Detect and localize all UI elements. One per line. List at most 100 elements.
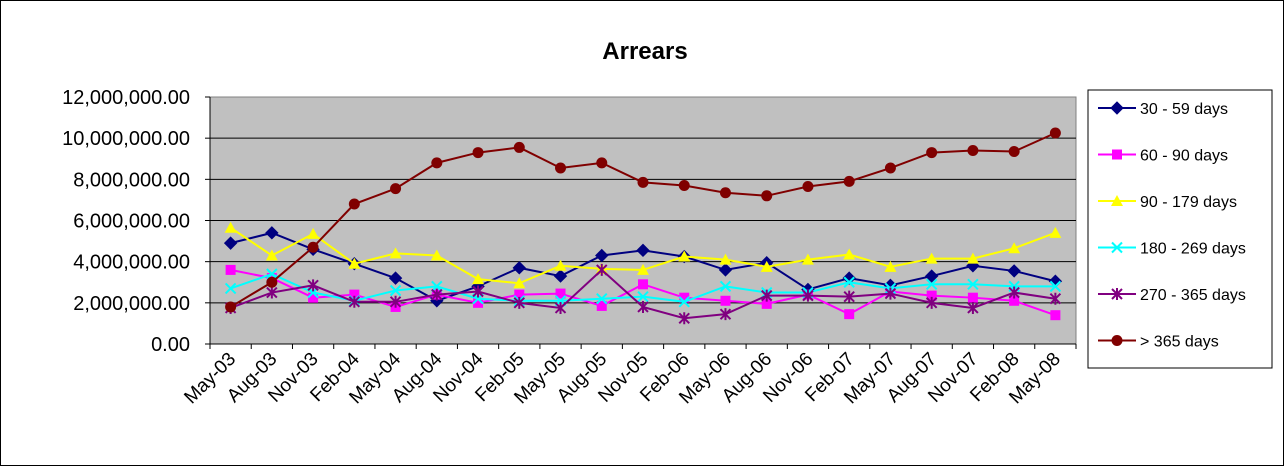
data-point <box>1112 149 1122 160</box>
data-point <box>720 295 731 306</box>
data-point <box>596 300 607 311</box>
data-point <box>802 181 814 193</box>
data-point <box>1009 295 1020 306</box>
legend-item: 60 - 90 days <box>1098 148 1228 165</box>
data-point <box>554 301 567 314</box>
data-point <box>843 276 855 288</box>
data-point <box>596 157 608 169</box>
data-point <box>760 260 773 272</box>
data-point <box>637 263 649 275</box>
legend-item: > 365 days <box>1098 334 1219 351</box>
data-point <box>637 290 649 303</box>
data-point <box>554 259 567 271</box>
data-point <box>719 253 732 265</box>
data-point <box>1111 288 1123 300</box>
legend-item: 30 - 59 days <box>1098 101 1228 118</box>
data-point <box>224 221 237 233</box>
data-point <box>555 162 567 174</box>
data-point <box>1008 146 1020 158</box>
data-point <box>431 280 443 293</box>
x-axis-ticks: May-03Aug-03Nov-03Feb-04May-04Aug-04Nov-… <box>181 344 1077 408</box>
data-point <box>761 289 773 302</box>
data-point <box>349 289 360 300</box>
data-point <box>513 141 525 153</box>
data-point <box>472 147 484 159</box>
data-point <box>637 176 649 188</box>
data-point <box>926 147 938 159</box>
data-point <box>1007 264 1021 278</box>
data-point <box>473 297 484 308</box>
data-point <box>472 285 484 298</box>
y-axis-ticks: 0.00 2,000,000.00 4,000,000.00 6,000,000.00… <box>62 87 1076 356</box>
data-point <box>719 280 732 293</box>
data-point <box>678 312 690 325</box>
legend-item: 180 - 269 days <box>1098 241 1246 258</box>
data-point <box>966 252 979 264</box>
data-point <box>718 263 733 277</box>
data-point <box>884 260 897 272</box>
legend-label: 180 - 269 days <box>1140 241 1246 258</box>
data-point <box>265 249 278 261</box>
data-point <box>308 292 319 303</box>
y-tick-label: 10,000,000.00 <box>62 128 190 150</box>
data-point <box>472 273 485 285</box>
data-point <box>596 263 608 276</box>
data-point <box>430 249 443 261</box>
data-point <box>926 290 937 301</box>
data-point <box>1008 286 1020 299</box>
data-point <box>1111 195 1123 206</box>
data-point <box>225 264 236 275</box>
data-point <box>678 250 691 262</box>
data-point <box>431 157 443 169</box>
data-point <box>802 289 814 302</box>
data-point <box>636 243 650 258</box>
data-point <box>307 227 320 239</box>
data-point <box>390 183 402 195</box>
data-point <box>761 298 772 309</box>
data-point <box>266 286 278 299</box>
data-point <box>225 301 237 313</box>
data-point <box>678 296 690 308</box>
legend-label: 270 - 365 days <box>1140 287 1246 304</box>
data-point <box>679 292 690 303</box>
data-point <box>1049 292 1062 305</box>
data-point <box>967 278 979 291</box>
series-3 <box>224 221 1062 289</box>
data-point <box>924 269 939 283</box>
data-point <box>389 284 402 297</box>
data-point <box>223 236 238 250</box>
data-point <box>884 287 897 300</box>
data-point <box>388 271 403 285</box>
data-point <box>553 269 568 283</box>
data-point <box>844 309 855 320</box>
data-point <box>967 301 979 314</box>
data-point <box>1111 335 1123 346</box>
data-point <box>512 261 526 275</box>
data-point <box>967 292 978 303</box>
legend-label: 30 - 59 days <box>1140 101 1228 118</box>
data-point <box>884 162 896 174</box>
data-point <box>555 288 566 299</box>
data-point <box>967 145 979 157</box>
legend-item: 90 - 179 days <box>1098 194 1237 211</box>
data-point <box>1049 127 1061 139</box>
legend-label: 90 - 179 days <box>1140 194 1237 211</box>
data-point <box>678 180 690 192</box>
y-tick-label: 12,000,000.00 <box>62 87 190 109</box>
data-point <box>348 295 361 308</box>
data-point <box>1049 280 1062 293</box>
data-point <box>431 288 443 301</box>
series-6 <box>225 127 1061 313</box>
data-point <box>761 190 773 202</box>
data-point <box>1050 310 1061 321</box>
data-point <box>513 296 525 309</box>
data-point <box>843 175 855 187</box>
data-point <box>1110 101 1124 115</box>
data-point <box>638 279 648 290</box>
data-point <box>595 248 609 263</box>
y-tick-label: 0.00 <box>151 334 190 356</box>
series-group <box>223 127 1063 325</box>
legend-box <box>1087 89 1273 369</box>
data-point <box>389 295 402 308</box>
